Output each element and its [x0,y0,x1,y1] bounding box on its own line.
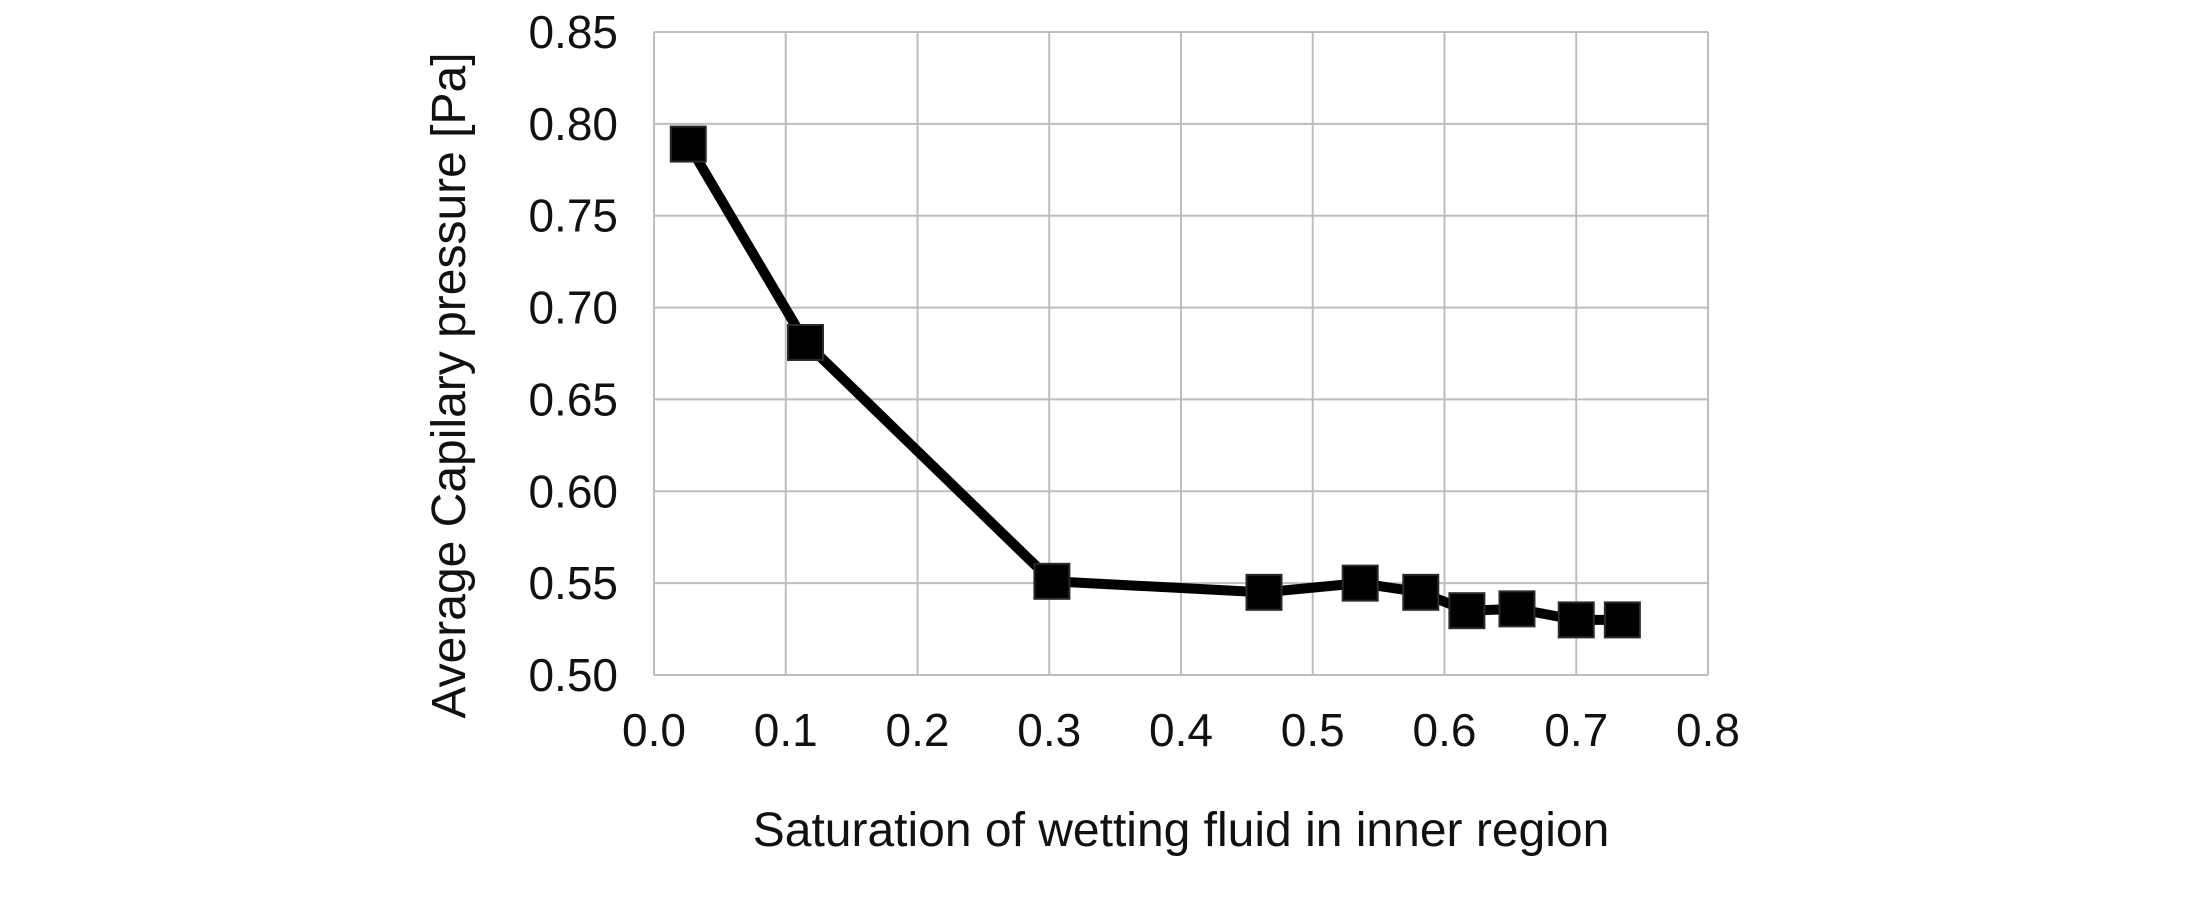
data-point-group [669,125,1641,639]
data-point-marker [1341,564,1379,602]
y-axis-title: Average Capilary pressure [Pa] [423,52,476,718]
x-tick-label: 0.0 [622,704,686,756]
y-tick-label: 0.65 [528,373,618,425]
series-line-group [683,139,1628,625]
data-point-marker [1245,573,1283,611]
x-tick-label: 0.8 [1676,704,1740,756]
data-point-marker [787,323,825,361]
y-tick-label: 0.55 [528,557,618,609]
data-point-marker [1448,592,1486,630]
y-axis-ticks: 0.50 0.55 0.60 0.65 0.70 0.75 0.80 0.85 [528,6,618,701]
data-point-marker [1033,562,1071,600]
x-tick-label: 0.1 [754,704,818,756]
y-tick-label: 0.85 [528,6,618,58]
y-tick-label: 0.50 [528,649,618,701]
y-tick-label: 0.70 [528,282,618,334]
x-tick-label: 0.7 [1544,704,1608,756]
data-point-marker [1402,573,1440,611]
y-tick-label: 0.75 [528,190,618,242]
x-tick-label: 0.4 [1149,704,1213,756]
y-tick-label: 0.80 [528,98,618,150]
data-point-marker [669,125,707,163]
x-tick-label: 0.5 [1281,704,1345,756]
grid [653,31,1709,676]
data-point-marker [1557,601,1595,639]
x-axis-ticks: 0.0 0.1 0.2 0.3 0.4 0.5 0.6 0.7 0.8 [622,704,1740,756]
data-point-marker [1603,601,1641,639]
series-line [683,139,1628,625]
x-tick-label: 0.6 [1413,704,1477,756]
data-point-marker [1498,590,1536,628]
x-tick-label: 0.3 [1017,704,1081,756]
x-tick-label: 0.2 [886,704,950,756]
x-axis-title: Saturation of wetting fluid in inner reg… [753,804,1610,857]
y-tick-label: 0.60 [528,465,618,517]
